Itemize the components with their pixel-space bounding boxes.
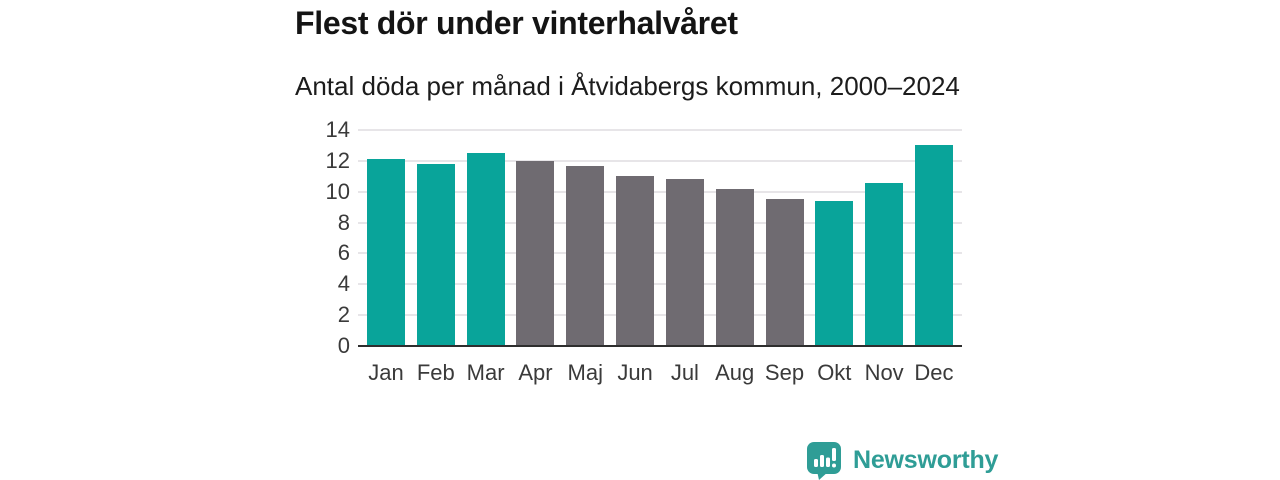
x-tick-label-mar: Mar [466, 360, 505, 385]
chart-title: Flest dör under vinterhalvåret [295, 5, 738, 41]
bar-chart-plot-area [358, 129, 962, 347]
y-tick-label-4: 4 [337, 271, 350, 297]
y-tick-label-10: 10 [325, 178, 350, 204]
x-tick-label-sep: Sep [764, 360, 805, 385]
bar-jan [367, 159, 405, 346]
y-tick-label-6: 6 [337, 240, 350, 266]
bar-apr [516, 160, 555, 346]
gridline-y4 [358, 283, 962, 286]
y-tick-label-12: 12 [325, 147, 350, 173]
y-tick-label-14: 14 [325, 117, 350, 142]
gridline-y6 [358, 252, 962, 255]
bar-feb [416, 163, 455, 346]
bar-series [358, 130, 962, 346]
x-tick-label-maj: Maj [567, 360, 603, 385]
x-tick-label-okt: Okt [817, 360, 852, 385]
newsworthy-logo: Newsworthy [806, 441, 998, 480]
x-tick-label-dec: Dec [914, 360, 954, 385]
x-tick-label-apr: Apr [518, 360, 553, 385]
bar-okt [815, 201, 854, 346]
brand-name: Newsworthy [853, 446, 999, 474]
x-tick-label-nov: Nov [864, 360, 904, 385]
x-tick-label-jun: Jun [617, 360, 653, 385]
gridline-y14 [358, 129, 962, 131]
y-tick-label-8: 8 [337, 209, 350, 235]
y-tick-label-0: 0 [337, 333, 350, 358]
bar-mar [466, 153, 505, 346]
x-tick-label-jul: Jul [670, 360, 699, 385]
bar-nov [865, 183, 904, 346]
y-tick-label-2: 2 [337, 302, 350, 328]
gridline-y10 [358, 190, 962, 193]
bar-jun [616, 175, 655, 346]
chart-subtitle: Antal döda per månad i Åtvidabergs kommu… [295, 71, 960, 101]
bar-sep [765, 198, 804, 346]
bar-dec [914, 145, 953, 346]
bar-aug [715, 188, 754, 346]
x-tick-label-feb: Feb [416, 360, 455, 385]
x-axis-labels: Jan Feb Mar Apr Maj Jun Jul Aug Sep Okt Nov Dec [358, 360, 962, 386]
x-tick-label-aug: Aug [715, 360, 755, 385]
x-axis-line [358, 345, 962, 347]
gridline-y12 [358, 159, 962, 162]
bar-maj [566, 166, 605, 346]
gridline-y2 [358, 314, 962, 317]
bar-jul [665, 179, 704, 346]
speech-bubble-bar-chart-icon [807, 442, 841, 480]
gridline-y8 [358, 221, 962, 224]
x-tick-label-jan: Jan [368, 360, 404, 385]
